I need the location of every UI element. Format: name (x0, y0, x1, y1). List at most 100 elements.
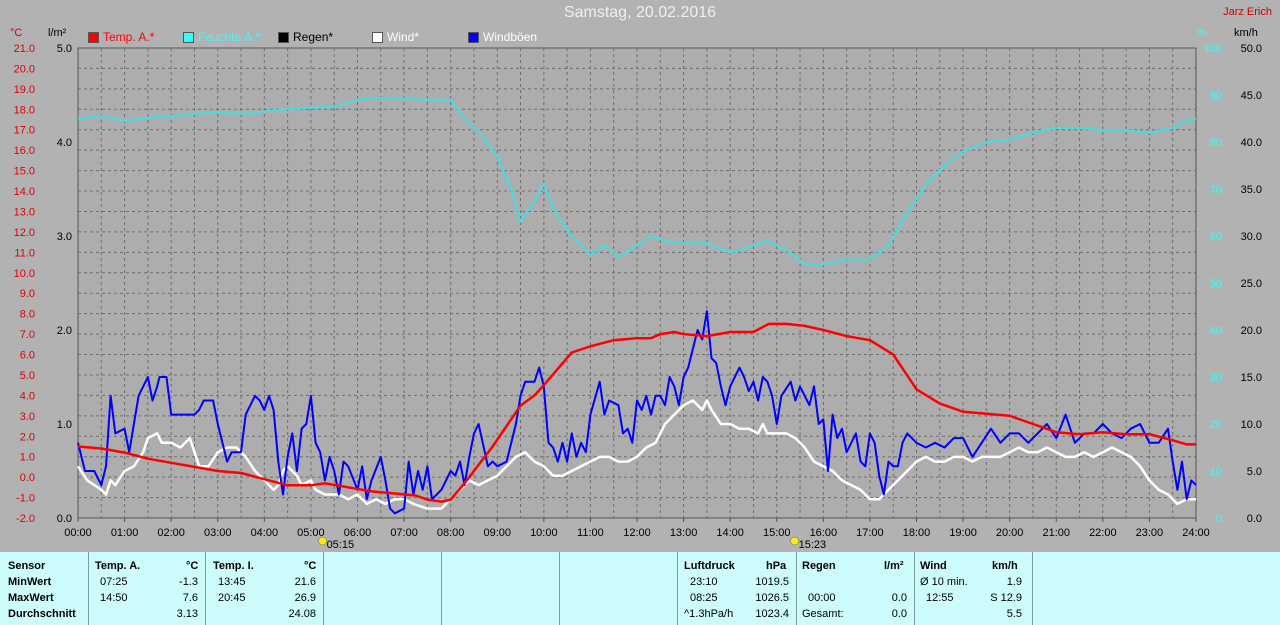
table-divider (441, 552, 442, 625)
rain-axis-unit: l/m² (48, 27, 67, 39)
legend-item-humidity[interactable]: Feuchte A.* (183, 30, 260, 44)
rain-tick-label: 4.0 (57, 137, 72, 149)
rain-tick-label: 1.0 (57, 419, 72, 431)
x-tick-label: 02:00 (157, 527, 185, 539)
humidity-tick-label: 90 (1210, 90, 1222, 102)
humidity-tick-label: 30 (1210, 372, 1222, 384)
temp-tick-label: 15.0 (14, 166, 35, 178)
temp-tick-label: 11.0 (14, 247, 35, 259)
legend-item-temp[interactable]: Temp. A.* (88, 30, 154, 44)
pressure-min-value: 1019.5 (755, 576, 789, 588)
author-label: Jarz Erich (1223, 6, 1272, 18)
wind-tick-label: 15.0 (1241, 372, 1262, 384)
legend-item-gust[interactable]: Windböen (468, 30, 537, 44)
pressure-max-value: 1026.5 (755, 592, 789, 604)
x-tick-label: 15:00 (763, 527, 791, 539)
legend-swatch-gust (468, 31, 479, 43)
temp-tick-label: 20.0 (14, 63, 35, 75)
series-line-tempa (77, 322, 1196, 503)
temp-tick-label: 12.0 (14, 227, 35, 239)
temp-tick-label: 3.0 (20, 411, 35, 423)
pressure-avg-value: 1023.4 (755, 608, 789, 620)
x-tick-label: 16:00 (810, 527, 838, 539)
humidity-axis-unit: % (1197, 27, 1207, 39)
x-tick-label: 10:00 (530, 527, 558, 539)
table-divider (677, 552, 678, 625)
table-header-rain: Regen (802, 560, 836, 572)
legend-swatch-humidity (183, 31, 194, 43)
temp-tick-label: 0.0 (20, 472, 35, 484)
rain-tick-label: 0.0 (57, 513, 72, 525)
table-unit-rain: l/m² (884, 560, 904, 572)
legend-item-rain[interactable]: Regen* (278, 30, 333, 44)
x-tick-label: 08:00 (437, 527, 465, 539)
table-unit-temp-i: °C (304, 560, 317, 572)
table-divider (796, 552, 797, 625)
table-divider (1032, 552, 1033, 625)
wind-tick-label: 45.0 (1241, 90, 1262, 102)
table-divider (914, 552, 915, 625)
temp-a-max-time: 14:50 (100, 592, 128, 604)
temp-tick-label: 7.0 (20, 329, 35, 341)
rain-max-time: 00:00 (808, 592, 836, 604)
humidity-tick-label: 80 (1210, 137, 1222, 149)
x-tick-label: 14:00 (716, 527, 744, 539)
table-unit-wind: km/h (992, 560, 1018, 572)
legend-label-wind: Wind* (387, 30, 420, 44)
table-header-wind: Wind (920, 560, 947, 572)
table-header-temp-a: Temp. A. (95, 560, 141, 572)
legend-label-rain: Regen* (293, 30, 334, 44)
rain-tick-label: 2.0 (57, 325, 72, 337)
x-tick-label: 07:00 (390, 527, 418, 539)
sunrise-time-label: 05:15 (327, 539, 355, 550)
table-header-pressure: Luftdruck (684, 560, 735, 572)
wind-tick-label: 20.0 (1241, 325, 1262, 337)
temp-i-max-value: 26.9 (294, 592, 316, 604)
table-unit-temp-a: °C (186, 560, 199, 572)
temp-tick-label: 2.0 (20, 431, 35, 443)
wind-tick-label: 50.0 (1241, 43, 1262, 55)
chart-title: Samstag, 20.02.2016 (563, 4, 717, 21)
temp-tick-label: -1.0 (16, 493, 35, 505)
table-unit-pressure: hPa (766, 560, 787, 572)
humidity-tick-label: 50 (1210, 278, 1222, 290)
rain-tick-label: 3.0 (57, 231, 72, 243)
humidity-tick-label: 100 (1204, 43, 1222, 55)
temp-tick-label: 13.0 (14, 206, 35, 218)
humidity-tick-label: 70 (1210, 184, 1222, 196)
sunset-icon (790, 536, 799, 546)
x-tick-label: 01:00 (111, 527, 139, 539)
wind-tick-label: 10.0 (1241, 419, 1262, 431)
x-tick-label: 19:00 (949, 527, 977, 539)
table-row-label-avg: Durchschnitt (8, 608, 76, 620)
wind-tick-label: 40.0 (1241, 137, 1262, 149)
humidity-tick-label: 40 (1210, 325, 1222, 337)
legend-item-wind[interactable]: Wind* (372, 30, 419, 44)
pressure-min-time: 23:10 (690, 576, 718, 588)
temp-i-avg-value: 24.08 (288, 608, 316, 620)
table-divider (205, 552, 206, 625)
humidity-tick-label: 0 (1216, 513, 1222, 525)
wind-tick-label: 25.0 (1241, 278, 1262, 290)
table-divider (88, 552, 89, 625)
table-row-label-min: MinWert (8, 576, 52, 588)
legend-label-gust: Windböen (483, 30, 538, 44)
temp-i-min-time: 13:45 (218, 576, 246, 588)
rain-total-label: Gesamt: (802, 608, 844, 620)
temp-tick-label: 5.0 (20, 370, 35, 382)
summary-table (0, 552, 1280, 625)
temp-i-max-time: 20:45 (218, 592, 246, 604)
temp-tick-label: 10.0 (14, 268, 35, 280)
x-tick-label: 23:00 (1136, 527, 1164, 539)
x-tick-label: 12:00 (623, 527, 651, 539)
temp-tick-label: 6.0 (20, 350, 35, 362)
sunrise-icon (318, 536, 327, 546)
table-divider (323, 552, 324, 625)
table-row-label-max: MaxWert (8, 592, 54, 604)
temp-tick-label: -2.0 (16, 513, 35, 525)
temp-tick-label: 14.0 (14, 186, 35, 198)
wind-avg10-value: 1.9 (1006, 576, 1022, 588)
wind-max-value: S 12.9 (990, 592, 1022, 604)
temp-a-avg-value: 3.13 (176, 608, 198, 620)
wind-axis-unit: km/h (1234, 27, 1258, 39)
